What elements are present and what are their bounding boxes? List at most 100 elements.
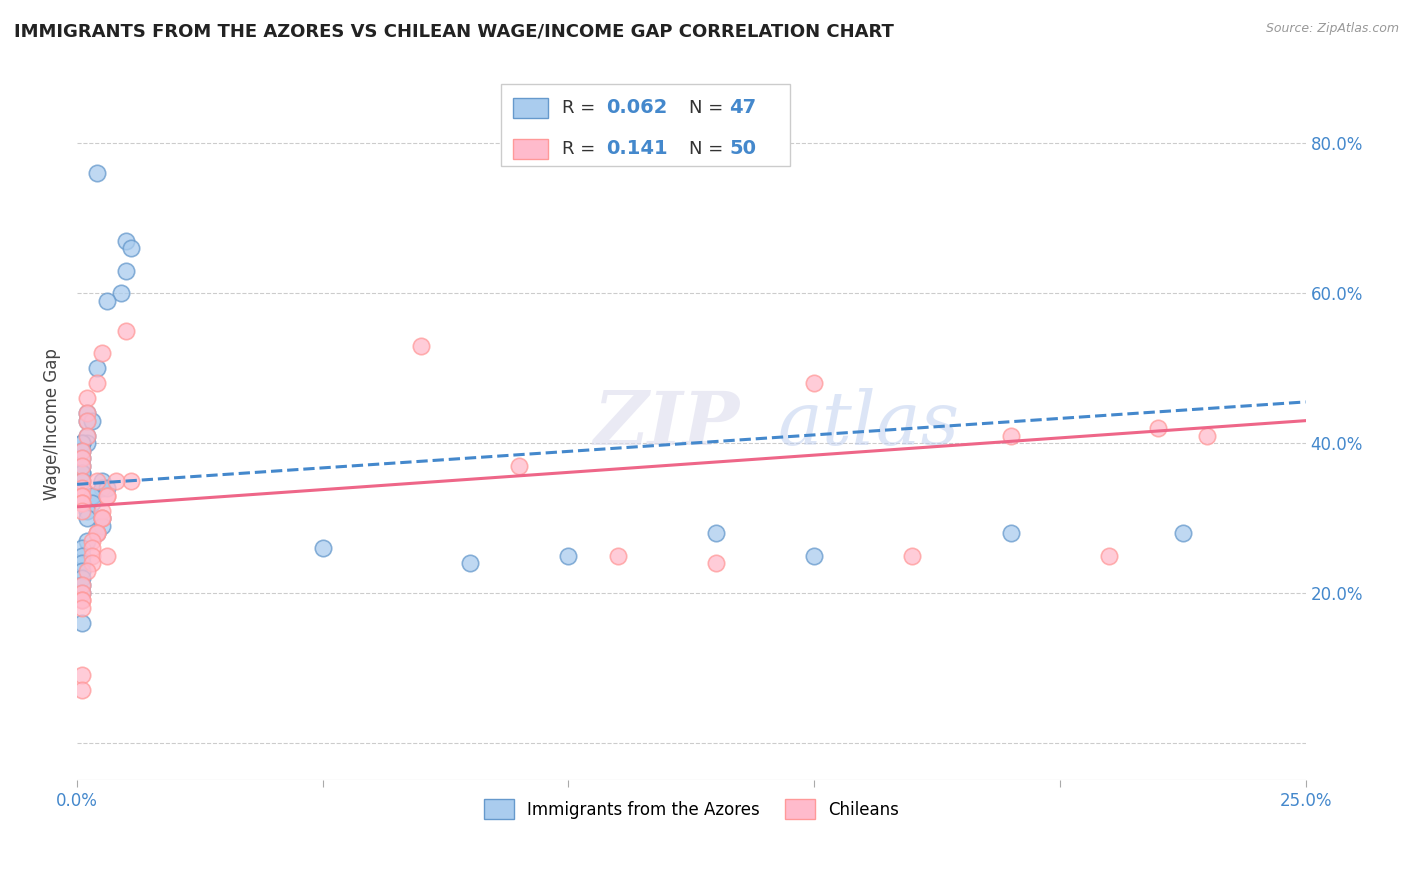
Point	[96, 293, 118, 308]
Point	[70, 586, 93, 600]
Text: N =: N =	[689, 99, 728, 117]
Point	[96, 489, 118, 503]
Point	[508, 458, 530, 473]
Point	[90, 474, 112, 488]
Point	[70, 451, 93, 466]
Text: Source: ZipAtlas.com: Source: ZipAtlas.com	[1265, 22, 1399, 36]
Point	[76, 414, 98, 428]
Text: R =: R =	[562, 99, 602, 117]
Point	[901, 549, 924, 563]
Point	[90, 481, 112, 495]
Point	[115, 264, 138, 278]
Point	[86, 526, 108, 541]
Point	[70, 683, 93, 698]
Point	[70, 578, 93, 592]
Point	[70, 503, 93, 517]
Point	[70, 466, 93, 480]
Point	[70, 615, 93, 630]
Text: ZIP: ZIP	[593, 388, 740, 460]
Point	[115, 234, 138, 248]
Point	[70, 474, 93, 488]
Point	[70, 466, 93, 480]
FancyBboxPatch shape	[513, 139, 547, 159]
Point	[704, 526, 727, 541]
Point	[76, 414, 98, 428]
FancyBboxPatch shape	[513, 98, 547, 118]
Point	[80, 496, 103, 510]
Point	[70, 586, 93, 600]
Point	[86, 361, 108, 376]
Point	[120, 241, 142, 255]
Point	[70, 458, 93, 473]
Point	[70, 668, 93, 682]
Text: 0.062: 0.062	[606, 98, 668, 117]
Point	[70, 549, 93, 563]
Point	[90, 518, 112, 533]
Point	[76, 564, 98, 578]
Point	[1171, 526, 1194, 541]
Text: 47: 47	[730, 98, 756, 117]
Point	[76, 428, 98, 442]
Point	[80, 533, 103, 548]
Y-axis label: Wage/Income Gap: Wage/Income Gap	[44, 349, 60, 500]
Point	[76, 436, 98, 450]
Point	[70, 489, 93, 503]
Point	[1000, 526, 1022, 541]
Point	[803, 376, 825, 391]
Legend: Immigrants from the Azores, Chileans: Immigrants from the Azores, Chileans	[477, 793, 905, 825]
Point	[70, 496, 93, 510]
Point	[1000, 428, 1022, 442]
Point	[70, 489, 93, 503]
Point	[312, 541, 335, 555]
Point	[70, 578, 93, 592]
Point	[96, 481, 118, 495]
Point	[458, 556, 481, 570]
Point	[80, 549, 103, 563]
Point	[70, 496, 93, 510]
Point	[704, 556, 727, 570]
Text: N =: N =	[689, 140, 728, 158]
Point	[90, 511, 112, 525]
Point	[70, 458, 93, 473]
Point	[86, 474, 108, 488]
Point	[90, 511, 112, 525]
FancyBboxPatch shape	[501, 84, 790, 166]
Text: 50: 50	[730, 139, 756, 159]
Point	[70, 593, 93, 607]
Point	[1147, 421, 1170, 435]
Point	[76, 406, 98, 420]
Point	[70, 571, 93, 585]
Point	[606, 549, 628, 563]
Point	[105, 474, 128, 488]
Point	[70, 436, 93, 450]
Point	[76, 406, 98, 420]
Point	[110, 286, 132, 301]
Point	[76, 533, 98, 548]
Point	[90, 511, 112, 525]
Point	[80, 489, 103, 503]
Point	[76, 391, 98, 405]
Point	[115, 324, 138, 338]
Point	[70, 481, 93, 495]
Point	[70, 593, 93, 607]
Text: IMMIGRANTS FROM THE AZORES VS CHILEAN WAGE/INCOME GAP CORRELATION CHART: IMMIGRANTS FROM THE AZORES VS CHILEAN WA…	[14, 22, 894, 40]
Point	[803, 549, 825, 563]
Point	[90, 346, 112, 360]
Point	[80, 489, 103, 503]
Text: 0.141: 0.141	[606, 139, 668, 159]
Point	[86, 166, 108, 180]
Point	[120, 474, 142, 488]
Point	[80, 414, 103, 428]
Point	[557, 549, 579, 563]
Point	[1197, 428, 1219, 442]
Point	[409, 339, 432, 353]
Point	[1098, 549, 1121, 563]
Point	[70, 436, 93, 450]
Point	[76, 428, 98, 442]
Point	[80, 541, 103, 555]
Point	[80, 556, 103, 570]
Point	[70, 443, 93, 458]
Point	[70, 443, 93, 458]
Point	[70, 541, 93, 555]
Point	[86, 526, 108, 541]
